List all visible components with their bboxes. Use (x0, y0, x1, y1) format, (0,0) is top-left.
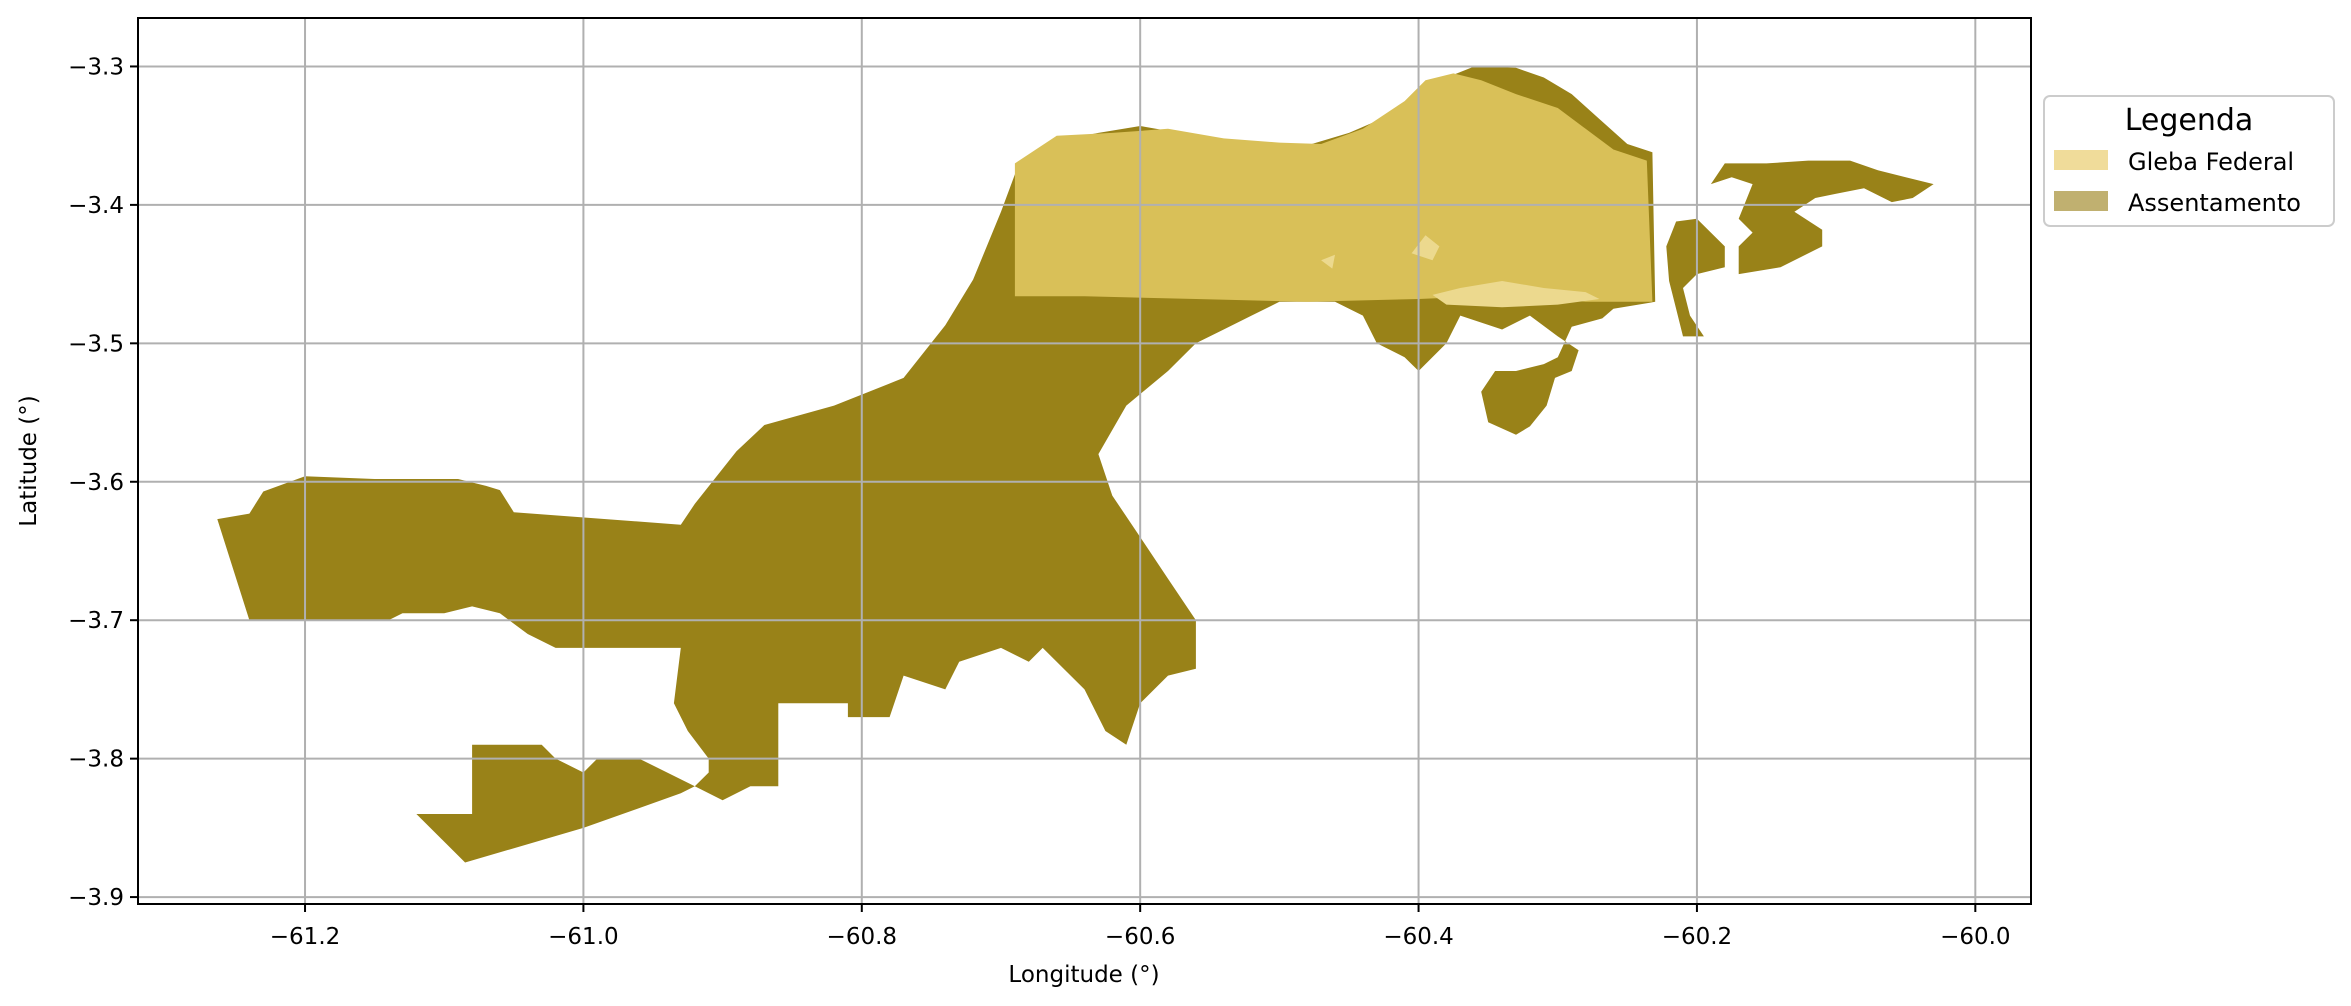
gleba-federal-polygon (1432, 281, 1600, 308)
x-axis: −61.2 −61.0 −60.8 −60.6 −60.4 −60.2 −60.0 (270, 904, 2011, 950)
legend-label-assentamento: Assentamento (2128, 189, 2301, 217)
legend-swatch-gleba-federal (2054, 150, 2108, 170)
assentamento-polygon (1666, 218, 1725, 337)
y-axis-title: Latitude (°) (16, 395, 42, 526)
y-tick-label: −3.6 (68, 470, 124, 496)
x-tick-label: −60.8 (827, 924, 897, 950)
x-axis-title: Longitude (°) (1008, 962, 1159, 988)
legend-label-gleba-federal: Gleba Federal (2128, 148, 2294, 176)
y-tick-label: −3.7 (68, 608, 124, 634)
x-tick-label: −60.0 (1940, 924, 2010, 950)
x-tick-label: −60.2 (1662, 924, 1732, 950)
x-tick-label: −60.6 (1105, 924, 1175, 950)
y-tick-label: −3.8 (68, 747, 124, 773)
y-tick-label: −3.4 (68, 193, 124, 219)
gleba-federal-polygon (1321, 254, 1335, 269)
gleba-federal-polygon (1014, 73, 1653, 302)
y-axis: −3.3 −3.4 −3.5 −3.6 −3.7 −3.8 −3.9 (68, 54, 138, 911)
plot-frame (137, 17, 2032, 905)
assentamento-polygon (1710, 160, 1934, 275)
legend-title: Legenda (2125, 103, 2254, 138)
y-tick-label: −3.3 (68, 54, 124, 80)
x-tick-label: −60.4 (1383, 924, 1453, 950)
x-tick-label: −61.0 (548, 924, 618, 950)
layer-gleba-federal-1 (1014, 73, 1653, 302)
legend-swatch-assentamento (2054, 191, 2108, 211)
x-tick-label: −61.2 (270, 924, 340, 950)
grid (138, 18, 2031, 904)
plot-area: −61.2 −61.0 −60.8 −60.6 −60.4 −60.2 −60.0 −3.3… (68, 17, 2032, 950)
y-tick-label: −3.5 (68, 331, 124, 357)
legend: Legenda Gleba Federal Assentamento (2043, 95, 2335, 227)
y-tick-label: −3.9 (68, 885, 124, 911)
legend-frame (2043, 95, 2335, 227)
